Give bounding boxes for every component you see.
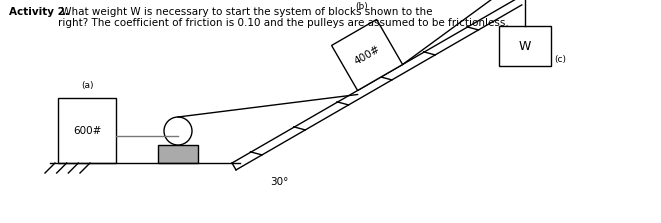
Text: Activity 2.: Activity 2. xyxy=(9,7,69,17)
Bar xyxy=(499,26,551,66)
Text: 30°: 30° xyxy=(270,177,288,187)
Text: 600#: 600# xyxy=(73,126,101,136)
Text: 400#: 400# xyxy=(352,43,382,66)
Text: What weight W is necessary to start the system of blocks shown to the
right? The: What weight W is necessary to start the … xyxy=(58,7,509,28)
Bar xyxy=(158,145,198,163)
Text: (b): (b) xyxy=(356,2,368,11)
Text: (a): (a) xyxy=(81,81,93,90)
Text: W: W xyxy=(519,39,531,52)
Circle shape xyxy=(164,117,192,145)
Polygon shape xyxy=(332,19,403,91)
Bar xyxy=(58,98,116,163)
Text: (c): (c) xyxy=(554,55,566,64)
